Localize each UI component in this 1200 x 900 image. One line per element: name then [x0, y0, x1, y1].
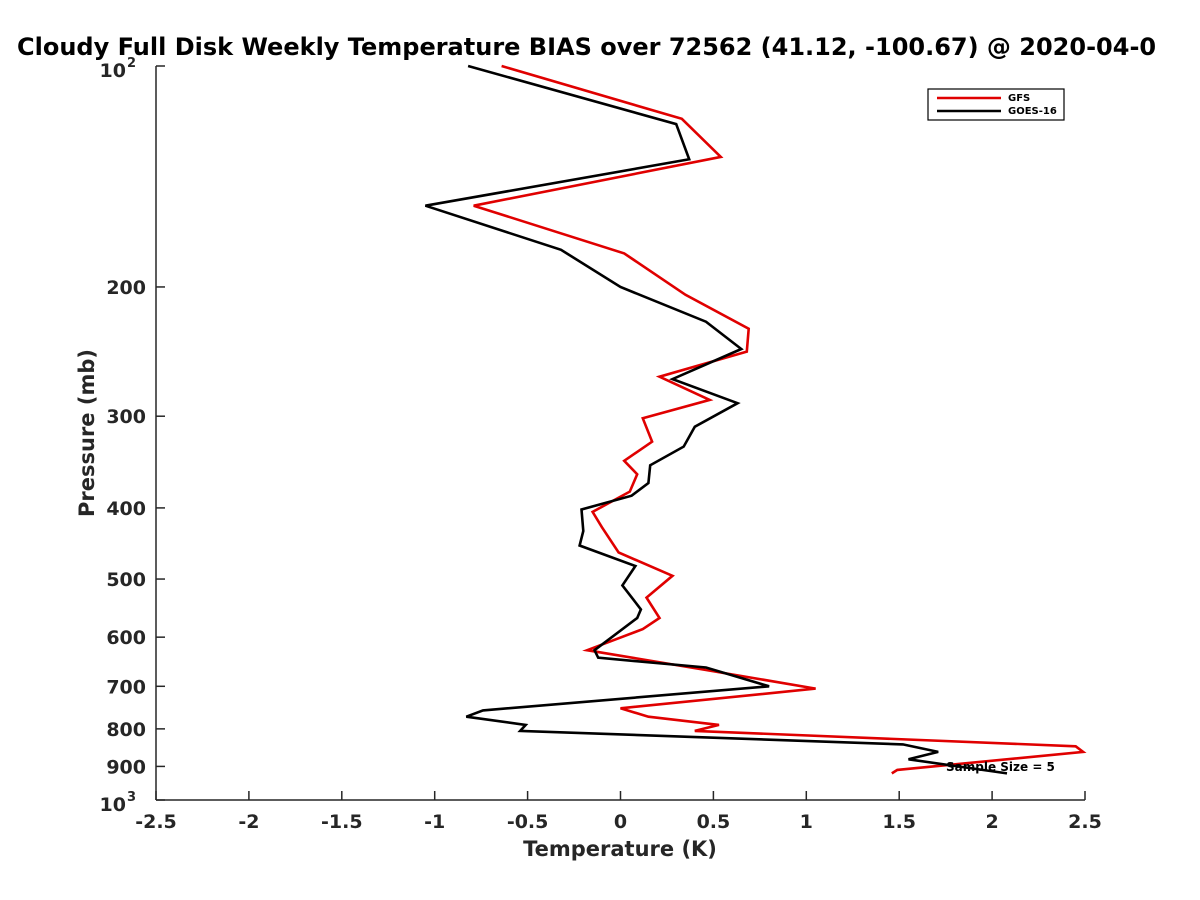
x-ticks: -2.5 -2 -1.5 -1 -0.5 0 0.5 1 1.5 2 2.5 — [135, 791, 1102, 833]
x-tick-label: 2.5 — [1068, 811, 1102, 833]
x-tick-label: -2 — [238, 811, 259, 833]
y-tick-label: 10 — [100, 794, 126, 816]
x-tick-label: 0 — [614, 811, 627, 833]
series-line-goes16 — [424, 64, 1008, 775]
y-tick-label: 300 — [106, 406, 146, 428]
legend-label-gfs: GFS — [1008, 93, 1030, 104]
y-tick-label: 200 — [106, 277, 146, 299]
plot-area — [424, 64, 1087, 775]
chart-title: Cloudy Full Disk Weekly Temperature BIAS… — [17, 33, 1156, 61]
y-tick-label: 500 — [106, 569, 146, 591]
x-tick-label: 1 — [800, 811, 813, 833]
y-tick-exponent: 2 — [127, 56, 136, 71]
x-tick-label: 2 — [985, 811, 998, 833]
x-tick-label: -0.5 — [507, 811, 549, 833]
sample-size-annotation: Sample Size = 5 — [946, 760, 1055, 774]
y-tick-label: 10 — [100, 60, 126, 82]
y-tick-label: 700 — [106, 676, 146, 698]
legend: GFS GOES-16 — [927, 88, 1065, 121]
y-tick-label: 900 — [106, 756, 146, 778]
y-tick-label: 800 — [106, 719, 146, 741]
x-tick-label: -1.5 — [321, 811, 363, 833]
series-line-gfs — [473, 64, 1087, 775]
x-tick-label: -1 — [424, 811, 445, 833]
y-tick-exponent: 3 — [127, 790, 136, 805]
x-axis-label: Temperature (K) — [523, 837, 717, 861]
x-tick-label: -2.5 — [135, 811, 177, 833]
y-tick-label: 400 — [106, 498, 146, 520]
legend-label-goes16: GOES-16 — [1008, 106, 1057, 117]
legend-box — [927, 88, 1065, 121]
y-tick-label: 600 — [106, 627, 146, 649]
x-tick-label: 1.5 — [882, 811, 916, 833]
x-tick-label: 0.5 — [697, 811, 731, 833]
y-axis-label: Pressure (mb) — [75, 349, 99, 517]
